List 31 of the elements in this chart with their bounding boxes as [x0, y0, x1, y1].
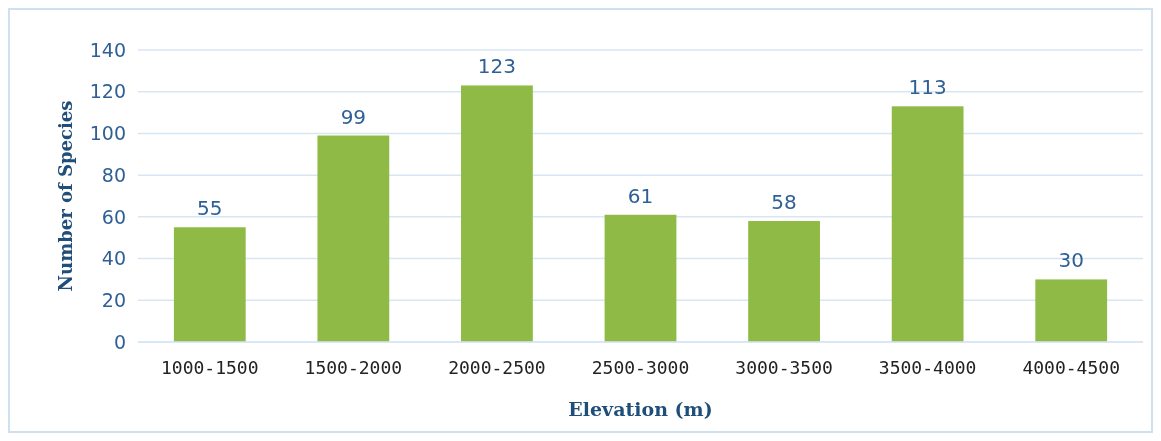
x-axis-title: Elevation (m) — [568, 398, 713, 420]
data-label: 58 — [771, 190, 797, 215]
x-tick-label: 2000-2500 — [448, 357, 546, 378]
x-tick-label: 1500-2000 — [304, 357, 403, 378]
y-axis-title: Number of Species — [55, 100, 76, 292]
bar — [173, 227, 246, 342]
x-tick-label: 3000-3500 — [735, 357, 833, 378]
y-tick-label: 60 — [101, 205, 126, 228]
x-tick-label: 1000-1500 — [161, 357, 259, 378]
y-tick-label: 40 — [101, 247, 126, 270]
y-tick-label: 80 — [101, 163, 126, 186]
y-tick-label: 100 — [89, 122, 126, 145]
bar — [748, 221, 820, 342]
data-label: 55 — [197, 196, 223, 221]
y-tick-label: 120 — [89, 80, 126, 103]
x-tick-label: 4000-4500 — [1022, 357, 1120, 378]
data-label: 61 — [627, 183, 654, 208]
bar — [891, 106, 964, 342]
data-label: 30 — [1058, 248, 1084, 273]
bar — [317, 135, 390, 342]
y-tick-label: 20 — [101, 288, 126, 311]
x-tick-label: 2500-3000 — [591, 357, 690, 378]
data-label: 123 — [477, 54, 517, 79]
bar — [1035, 279, 1108, 342]
data-label: 99 — [340, 104, 367, 129]
data-label: 113 — [908, 75, 947, 100]
bar — [604, 214, 677, 342]
y-tick-label: 0 — [113, 330, 126, 353]
x-tick-label: 3500-4000 — [878, 357, 977, 378]
y-tick-label: 140 — [89, 38, 126, 61]
bar — [461, 85, 533, 342]
